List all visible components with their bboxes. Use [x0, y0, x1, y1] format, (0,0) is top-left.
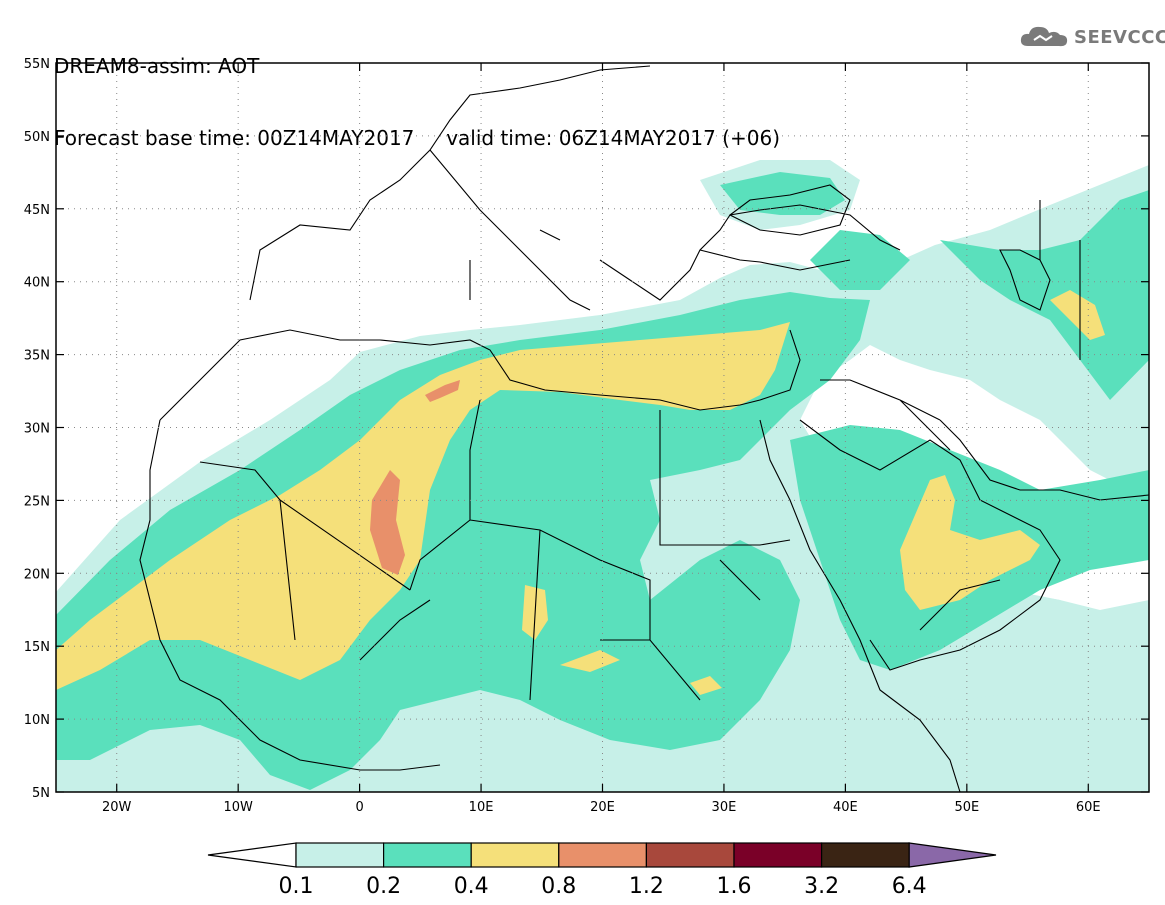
aot-contour-0.2: [810, 230, 910, 290]
lat-tick-label: 45N: [24, 203, 50, 218]
borders-middle-east: [820, 200, 1081, 631]
coastline-africa-west: [139, 419, 441, 771]
lat-tick-label: 55N: [24, 57, 50, 72]
lat-tick-label: 15N: [24, 640, 50, 655]
title-line-2: Forecast base time: 00Z14MAY2017 valid t…: [54, 126, 780, 150]
lon-tick-label: 60E: [1076, 800, 1101, 815]
aot-contour-0.4: [56, 322, 790, 690]
colorbar-label: 0.8: [541, 874, 576, 899]
coastline-africa-north: [159, 329, 801, 421]
lat-tick-label: 5N: [32, 786, 50, 801]
aot-field: [56, 160, 1149, 792]
colorbar-label: 1.2: [629, 874, 664, 899]
colorbar-swatch: [733, 842, 823, 868]
colorbar-label: 6.4: [892, 874, 927, 899]
aot-contour-0.4: [900, 475, 1040, 610]
lon-tick-label: 40E: [833, 800, 858, 815]
lon-tick-label: 10E: [469, 800, 494, 815]
map-frame: [55, 62, 1150, 793]
colorbar-swatch: [383, 842, 472, 868]
title-block: DREAM8-assim: AOT Forecast base time: 00…: [54, 6, 780, 174]
coastline-red-sea: [759, 419, 961, 792]
seevccc-logo: SEEVCCC: [1018, 22, 1165, 52]
logo-text: SEEVCCC: [1074, 26, 1165, 48]
lon-tick-label: 30E: [712, 800, 737, 815]
coastline-arabia: [799, 419, 1061, 671]
coastline-europe: [249, 65, 901, 311]
lat-tick-label: 25N: [24, 494, 50, 509]
aot-contour-0.4: [560, 650, 620, 672]
colorbar-label: 1.6: [717, 874, 752, 899]
lon-tick-label: 20W: [102, 800, 132, 815]
coastline-caspian: [999, 249, 1051, 311]
colorbar-label: 0.2: [366, 874, 401, 899]
coastline-black-sea: [728, 184, 851, 236]
lat-tick-label: 35N: [24, 349, 50, 364]
colorbar-swatch: [558, 842, 647, 868]
colorbar-swatch: [820, 842, 910, 868]
colorbar-label: 0.1: [279, 874, 314, 899]
aot-contour-0.2: [720, 172, 845, 215]
colorbar-under-arrow: [207, 842, 297, 868]
aot-contour-0.4: [690, 676, 722, 695]
aot-contour-0.8: [370, 470, 405, 575]
lat-tick-label: 30N: [24, 422, 50, 437]
colorbar-label: 3.2: [804, 874, 839, 899]
lon-tick-label: 50E: [954, 800, 979, 815]
lat-tick-label: 40N: [24, 276, 50, 291]
lon-tick-label: 20E: [590, 800, 615, 815]
axis-ticks: 55N 50N 45N 40N 35N 30N 25N 20N 15N 10N 5N 20W 10W 0 1…: [24, 57, 1149, 815]
aot-contour-0.2: [56, 292, 870, 790]
lat-tick-label: 50N: [24, 130, 50, 145]
lat-lon-grid: [56, 63, 1149, 792]
colorbar-swatch: [295, 842, 385, 868]
colorbar-label: 0.4: [454, 874, 489, 899]
colorbar-swatch: [470, 842, 560, 868]
colorbar: 0.1 0.2 0.4 0.8 1.2 1.6 3.2 6.4: [207, 842, 997, 899]
aot-contour-0.8: [425, 380, 460, 402]
aot-contour-0.4: [1050, 290, 1105, 340]
lat-tick-label: 20N: [24, 567, 50, 582]
lon-tick-label: 0: [355, 800, 363, 815]
cloud-icon: [1020, 26, 1068, 47]
lon-tick-label: 10W: [223, 800, 253, 815]
coastlines: [139, 65, 1149, 792]
colorbar-over-arrow: [908, 842, 997, 868]
colorbar-swatch: [645, 842, 735, 868]
borders-africa: [199, 399, 791, 701]
lat-tick-label: 10N: [24, 713, 50, 728]
